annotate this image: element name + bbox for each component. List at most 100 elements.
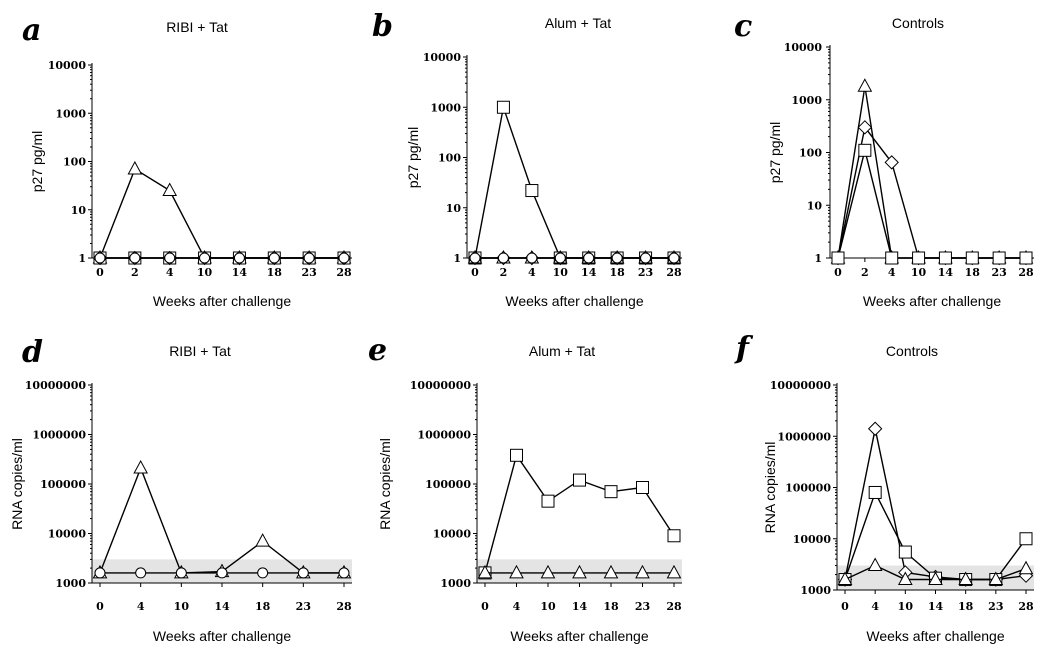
series-triangle [477,564,682,579]
y-tick-label: 1000 [55,107,86,120]
x-tick-label: 10 [911,266,927,279]
x-tick-label: 28 [666,266,682,279]
x-tick-label: 10 [898,600,914,613]
series-triangle [830,78,1034,264]
x-tick-label: 14 [581,266,597,279]
y-tick-label: 100000 [425,478,471,491]
data-point [233,252,245,264]
y-tick-label: 1 [78,252,86,265]
y-tick-label: 10 [807,199,823,212]
x-tick-label: 14 [938,266,954,279]
data-point [135,567,147,579]
y-tick-label: 1000000 [417,429,471,442]
data-point [884,155,899,170]
data-point [338,252,350,264]
x-tick-label: 28 [666,600,682,613]
y-tick-label: 1000 [430,101,461,114]
data-point [640,252,652,264]
data-point [268,252,280,264]
x-tick-label: 18 [603,600,619,613]
y-tick-label: 100000 [40,478,86,491]
y-tick-label: 10000 [48,59,87,72]
x-tick-label: 14 [572,600,588,613]
data-point [885,251,899,265]
data-point [1019,532,1033,546]
series-line [844,428,1027,581]
data-point [1019,251,1033,265]
y-tick-label: 10000 [48,528,87,541]
series-square [831,143,1033,265]
panel-letter: f [734,331,754,366]
x-tick-label: 23 [991,266,1006,279]
x-axis-label: Weeks after challenge [866,628,1004,644]
x-tick-label: 10 [174,600,190,613]
y-tick-label: 1000000 [777,430,831,443]
y-axis-label: p27 pg/ml [767,122,783,183]
data-point [216,567,228,579]
data-point [831,251,845,265]
panel-c: c Controls 1 10 100 1000 10000 0 2 4 10 14 18 23 28 Wee… [734,9,1034,309]
panel-f: f Controls 1000 10000 100000 1000000 10000000 0… [734,331,1034,644]
data-point [477,564,493,579]
x-axis-label: Weeks after challenge [863,293,1001,309]
data-point [604,485,618,499]
data-point [94,567,106,579]
series-diamond [837,421,1034,587]
chart-title: Controls [892,15,944,31]
data-point [540,564,556,579]
data-point [992,251,1006,265]
x-tick-label: 23 [301,266,316,279]
x-tick-label: 23 [638,266,653,279]
data-point [858,143,872,157]
panel-b: b Alum + Tat 1 10 100 1000 10000 0 2 4 10 14 18 23 28 W… [372,9,682,309]
data-point [541,494,555,508]
data-point [898,545,912,559]
x-tick-label: 14 [928,600,944,613]
data-point [867,557,883,572]
panel-a: a RIBI + Tat 1 10 100 1000 10000 0 2 4 10 14 18 23 28 W… [22,13,352,309]
y-axis-label: p27 pg/ml [29,131,45,192]
data-point [1018,560,1034,575]
x-tick-label: 0 [96,600,104,613]
x-tick-label: 2 [861,266,869,279]
x-tick-label: 18 [255,600,271,613]
y-tick-label: 100000 [785,482,831,495]
data-point [497,252,509,264]
x-tick-label: 23 [988,600,1003,613]
panel-letter: a [22,13,41,48]
panel-letter: d [22,335,43,370]
data-point [133,460,149,474]
series-line [837,150,1026,259]
data-point [127,160,143,175]
x-tick-label: 28 [1018,266,1034,279]
chart-title: RIBI + Tat [169,343,231,359]
series-triangle [837,557,1034,586]
data-point [666,564,682,579]
data-point [988,571,1004,586]
x-tick-label: 2 [131,266,139,279]
data-point [526,252,538,264]
x-tick-label: 18 [958,600,974,613]
x-tick-label: 28 [336,600,352,613]
x-tick-label: 10 [197,266,213,279]
x-tick-label: 4 [528,266,536,279]
data-point [338,567,350,579]
data-point [469,252,481,264]
series-circle [94,567,350,579]
y-axis-label: RNA copies/ml [9,438,25,530]
y-tick-label: 10 [446,202,462,215]
y-tick-label: 100 [63,156,86,169]
panel-letter: e [368,333,387,368]
x-tick-label: 4 [513,600,521,613]
data-point [162,182,178,197]
x-axis-label: Weeks after challenge [153,628,291,644]
series-diamond [830,120,1034,266]
data-point [572,564,587,579]
series-line [99,466,344,574]
data-point [668,252,680,264]
x-tick-label: 0 [841,600,849,613]
data-point [129,252,141,264]
y-axis-label: p27 pg/ml [405,127,421,188]
panel-d: d RIBI + Tat 1000 10000 100000 1000000 1000000… [9,335,352,644]
data-point [636,480,649,494]
